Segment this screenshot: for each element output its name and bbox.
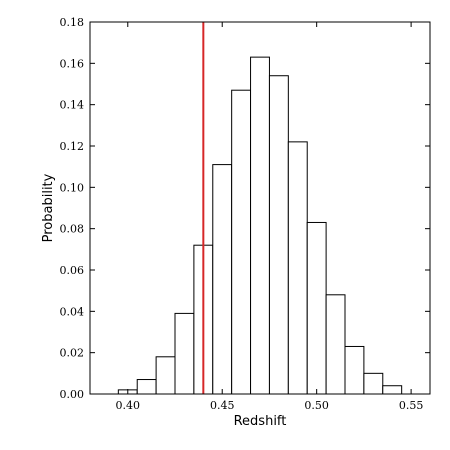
histogram-bar-7 [250,56,270,395]
histogram-bar-14 [382,385,403,395]
histogram-bar-10 [306,221,327,395]
plot-frame [89,21,431,395]
x-tick-label: 0.55 [399,399,424,412]
y-tick-label: 0.12 [60,140,85,153]
y-tick-label: 0.10 [60,181,85,194]
histogram-bar-5 [212,164,233,395]
histogram-bar-6 [231,89,252,395]
histogram-bar-13 [363,372,384,395]
y-tick-label: 0.14 [60,99,85,112]
bars-group [117,56,403,395]
y-tick-label: 0.04 [60,305,85,318]
y-tick-label: 0.02 [60,347,85,360]
y-tick-label: 0.06 [60,264,85,277]
x-tick-label: 0.40 [116,399,141,412]
x-axis-ticks: 0.40 0.45 0.50 0.55 [116,22,424,412]
histogram-bar-3 [174,312,195,395]
histogram-bar-8 [268,75,289,395]
histogram-bar-12 [344,345,365,395]
y-tick-label: 0.16 [60,57,85,70]
histogram-bar-11 [325,294,346,395]
x-tick-label: 0.50 [304,399,329,412]
histogram-bar-2 [155,356,176,395]
histogram-bar-1 [136,379,157,395]
y-axis-ticks: 0.00 0.02 0.04 0.06 0.08 0.10 0.12 0.14 0.16 0.18 [60,16,430,401]
y-tick-label: 0.08 [60,223,85,236]
y-tick-label: 0.18 [60,16,85,29]
x-axis-label: Redshift [234,414,287,429]
y-tick-label: 0.00 [60,388,85,401]
x-tick-label: 0.45 [210,399,235,412]
histogram-bar-9 [287,141,308,395]
y-axis-label: Probability [41,173,56,242]
